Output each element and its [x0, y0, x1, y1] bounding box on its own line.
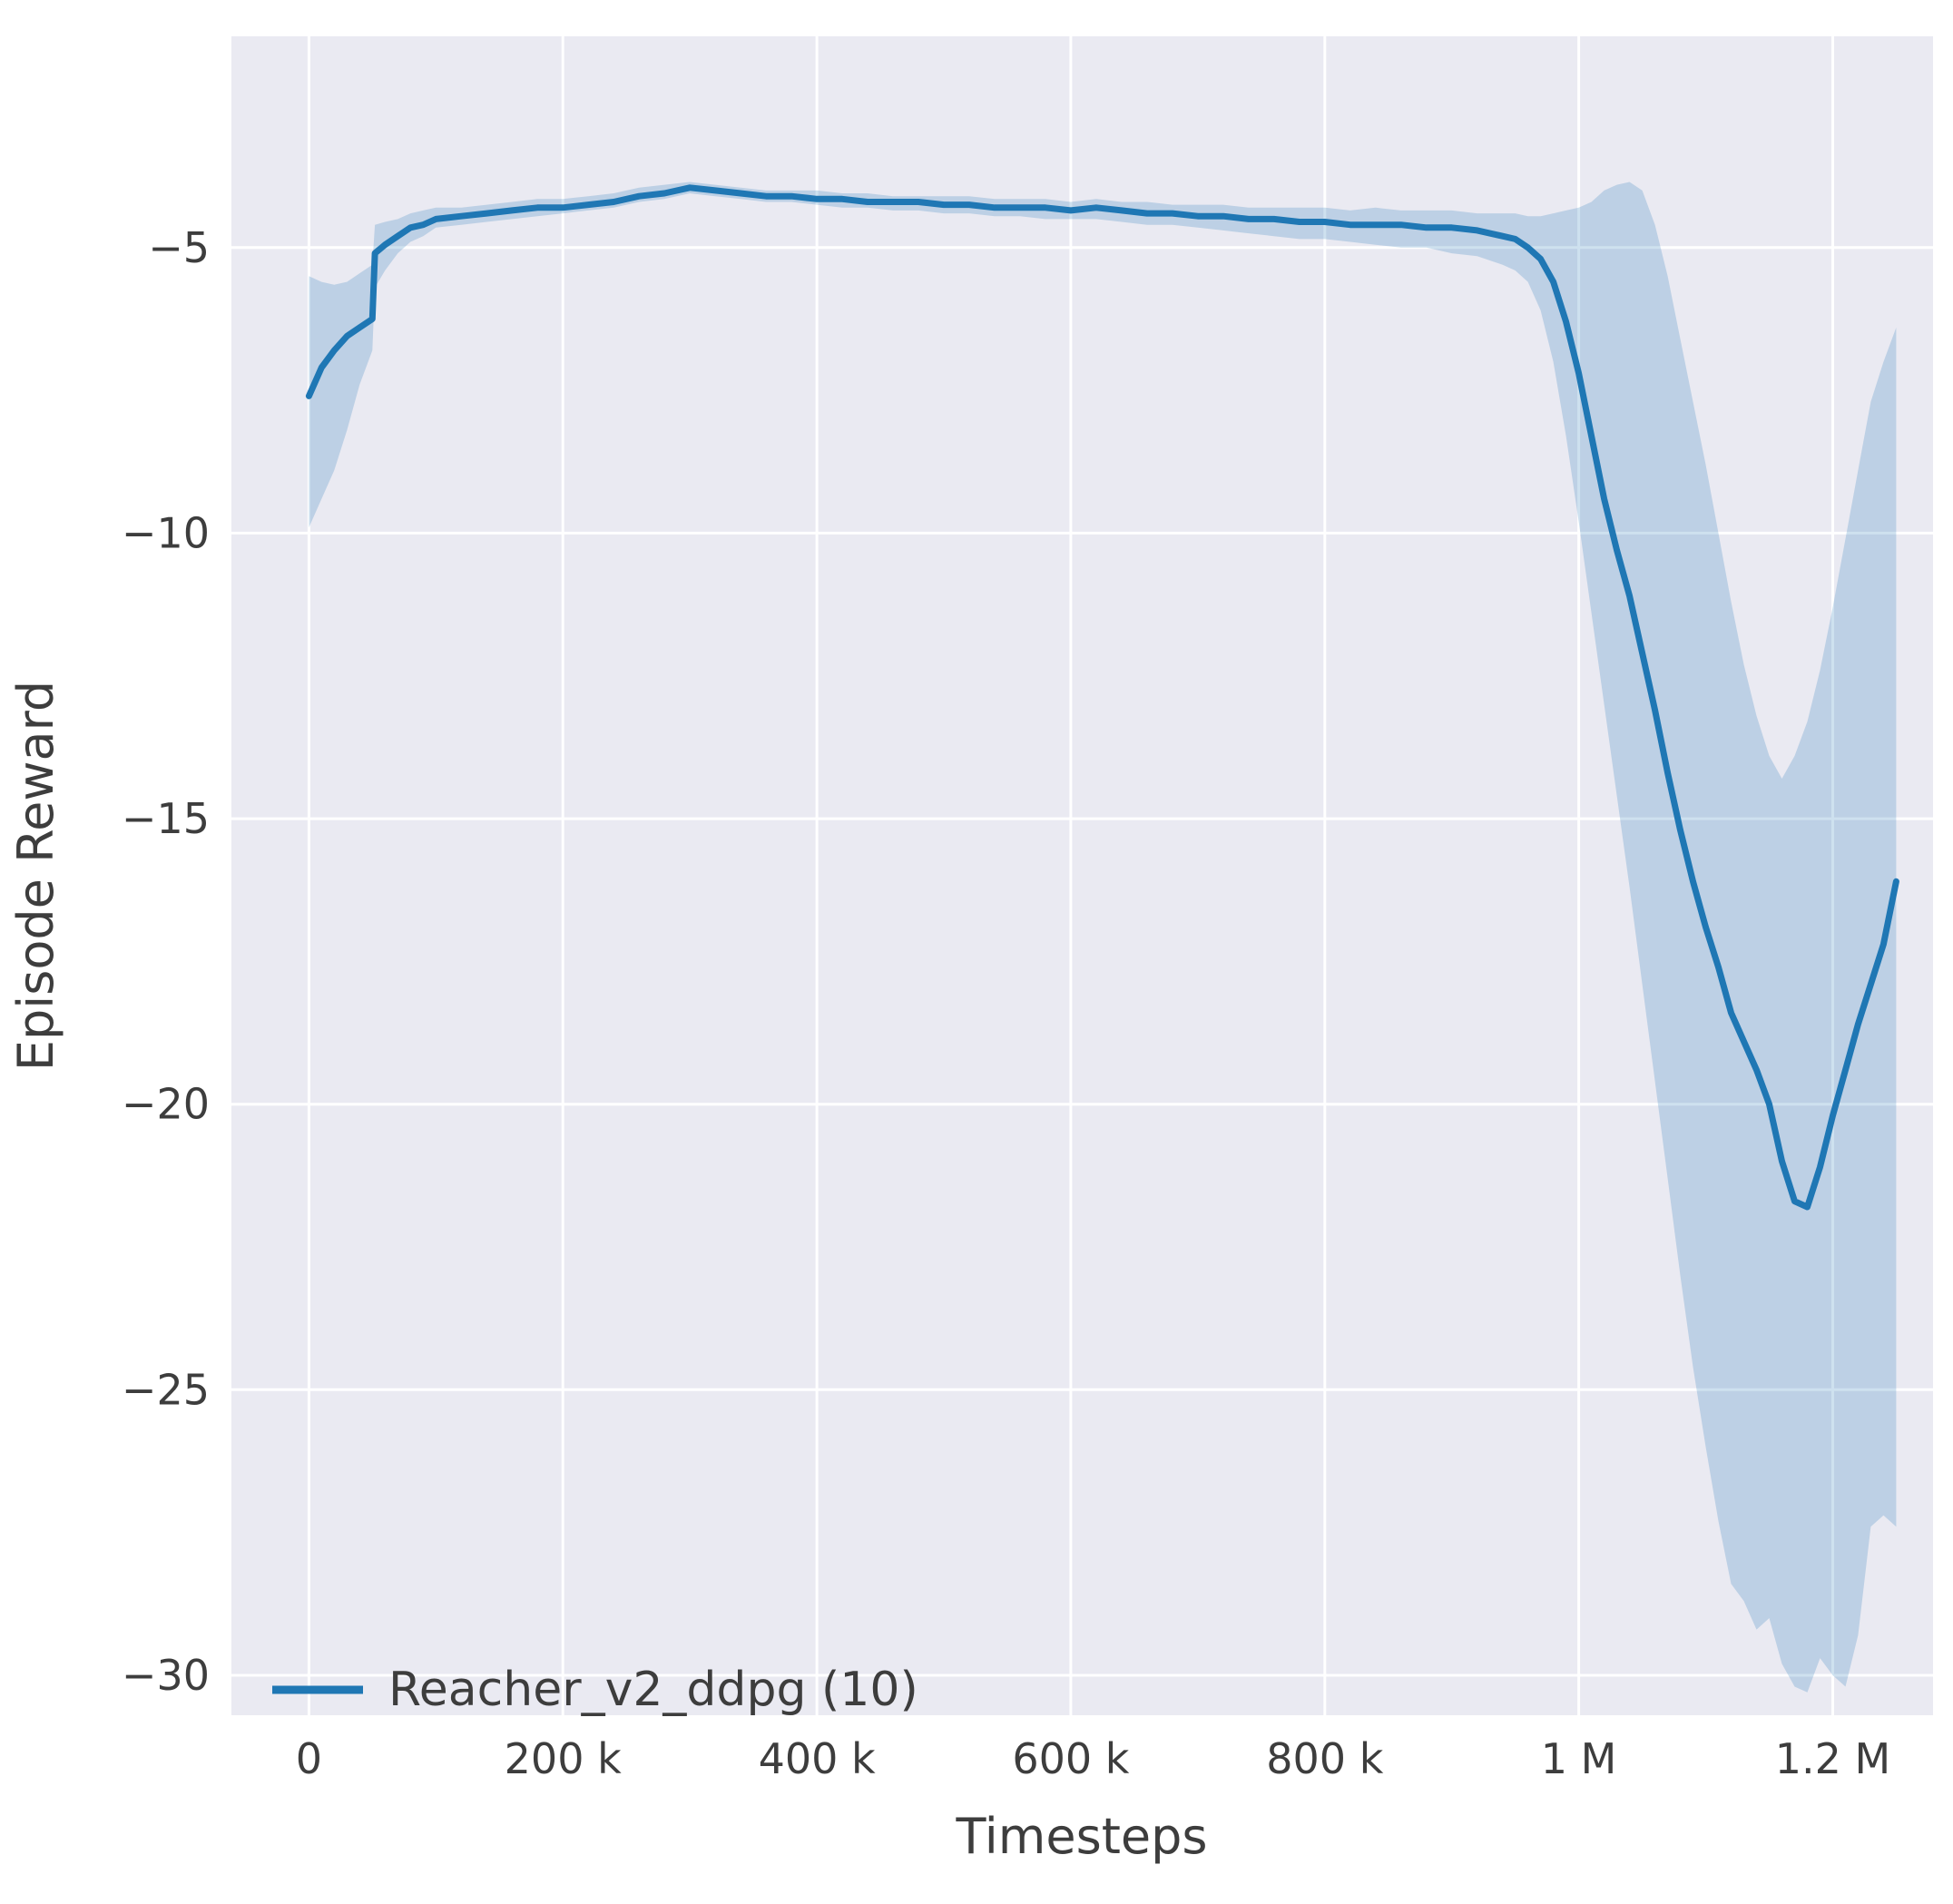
x-tick-label: 600 k	[1012, 1734, 1129, 1783]
y-tick-label: −25	[122, 1365, 210, 1414]
legend: Reacher_v2_ddpg (10)	[272, 1663, 918, 1717]
legend-label: Reacher_v2_ddpg (10)	[388, 1663, 918, 1717]
mean-line	[305, 184, 1899, 1211]
y-tick-label: −15	[122, 794, 210, 843]
plot-area: 0 200 k 400 k 600 k 800 k 1 M 1.2 M −5 −10 −15 −20…	[122, 36, 1933, 1783]
y-tick-label: −10	[122, 508, 210, 557]
y-tick-label: −5	[148, 223, 210, 272]
x-tick-label: 200 k	[505, 1734, 622, 1783]
x-axis-label: Timesteps	[955, 1808, 1207, 1865]
confidence-band	[309, 182, 1897, 1693]
y-axis-label: Episode Reward	[7, 681, 64, 1071]
x-tick-label: 400 k	[759, 1734, 876, 1783]
plot-background	[231, 36, 1933, 1715]
x-tick-label: 1 M	[1541, 1734, 1617, 1783]
x-tick-label: 1.2 M	[1775, 1734, 1890, 1783]
y-tick-label: −30	[122, 1651, 210, 1700]
y-tick-label: −20	[122, 1080, 210, 1129]
x-tick-label: 0	[296, 1734, 322, 1783]
x-tick-label: 800 k	[1266, 1734, 1383, 1783]
